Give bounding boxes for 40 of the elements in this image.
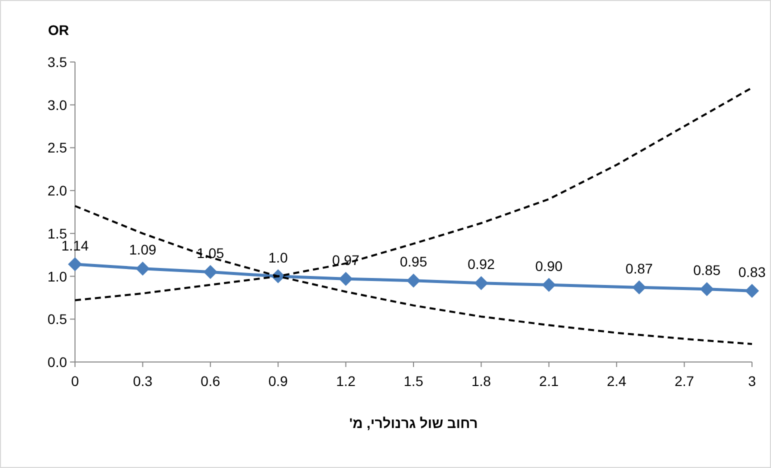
point [632,280,646,294]
data-label: 0.87 [626,260,654,276]
point [136,262,150,276]
data-label: 0.90 [535,258,563,274]
data-label: 1.0 [268,249,288,266]
x-tick-label: 0.6 [200,373,220,389]
y-tick-label: 2.0 [48,182,68,199]
y-tick-label: 3.0 [48,96,68,113]
point [542,278,556,292]
y-tick-label: 2.5 [48,140,68,156]
x-tick-label: 2.1 [539,373,559,389]
x-tick-label: 0 [71,373,80,389]
y-tick-label: 3.5 [48,54,68,70]
y-tick-label: 1.0 [48,268,68,284]
data-label: 1.09 [129,242,157,258]
x-tick-label: 0.3 [132,373,153,389]
y-axis-title: OR [48,22,69,38]
x-tick-label: 1.8 [471,373,492,389]
data-label: 0.92 [468,256,496,272]
point [203,265,218,279]
point [406,274,420,288]
point [745,284,759,298]
data-label: 0.85 [693,262,721,278]
x-tick-label: 2.4 [606,373,627,389]
data-label: 0.83 [738,264,766,280]
data-label: 0.95 [400,254,428,270]
y-tick-label: 0.0 [48,354,68,370]
y-tick-label: 1.5 [48,225,68,242]
x-tick-label: 2.7 [674,373,694,389]
point [474,276,488,290]
point [338,272,353,286]
x-tick-label: 0.9 [268,373,288,389]
point [700,282,714,296]
data-label: 1.05 [196,245,224,261]
x-axis-title: רחוב שול גרנולרי, מ' [349,415,478,431]
x-tick-label: 3 [748,373,756,389]
point [68,257,82,272]
x-tick-label: 1.5 [404,373,424,389]
x-tick-label: 1.2 [336,373,356,389]
y-tick-label: 0.5 [48,311,68,328]
